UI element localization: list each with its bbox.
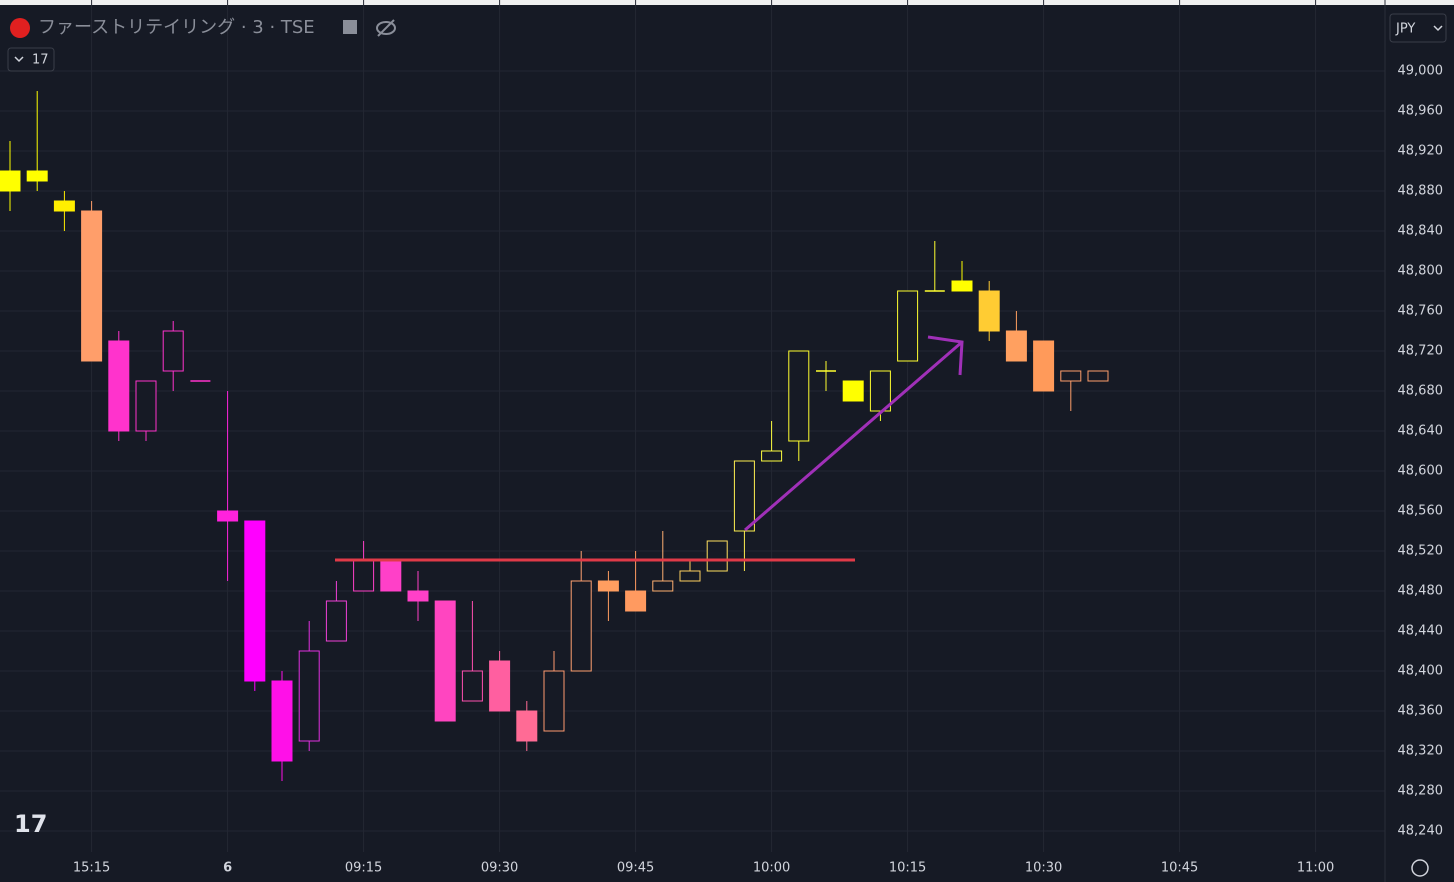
- y-tick-label: 48,240: [1398, 824, 1444, 839]
- y-tick-label: 48,280: [1398, 784, 1444, 799]
- candle-body: [461, 670, 483, 702]
- y-tick-label: 48,440: [1398, 624, 1444, 639]
- candle-body: [570, 580, 592, 672]
- symbol-title: ファーストリテイリング · 3 · TSE: [38, 17, 315, 38]
- x-tick-label: 15:15: [73, 861, 110, 876]
- candle-body: [951, 280, 973, 292]
- y-tick-label: 48,600: [1398, 464, 1444, 479]
- candles: [0, 91, 1109, 781]
- candle-body: [679, 570, 701, 582]
- candle-body: [0, 170, 21, 192]
- candle-body: [1033, 340, 1055, 392]
- candle-body: [1087, 370, 1109, 382]
- candle-body: [135, 380, 157, 432]
- candle-body: [407, 590, 429, 602]
- candle-body: [298, 650, 320, 742]
- candle-body: [842, 380, 864, 402]
- interval-button[interactable]: [7, 47, 55, 72]
- y-tick-label: 48,720: [1398, 344, 1444, 359]
- top-bar: [0, 0, 1454, 5]
- y-tick-label: 48,680: [1398, 384, 1444, 399]
- chevron: [1433, 25, 1443, 32]
- candle-body: [217, 510, 239, 522]
- candle-body: [652, 580, 674, 592]
- x-tick-label: 6: [223, 861, 232, 876]
- candle-body: [53, 200, 75, 212]
- x-tick-label: 09:45: [617, 861, 654, 876]
- symbol-logo: [10, 18, 30, 38]
- y-tick-label: 48,960: [1398, 104, 1444, 119]
- y-tick-label: 48,560: [1398, 504, 1444, 519]
- tv-logo: 17: [14, 810, 47, 838]
- x-tick-label: 09:15: [345, 861, 382, 876]
- candle-body: [1060, 370, 1082, 382]
- y-tick-label: 48,920: [1398, 144, 1444, 159]
- x-tick-label: 11:00: [1297, 861, 1334, 876]
- y-tick-label: 48,800: [1398, 264, 1444, 279]
- x-tick-label: 10:15: [889, 861, 926, 876]
- x-tick-label: 09:30: [481, 861, 518, 876]
- candle-body: [761, 450, 783, 462]
- y-tick-label: 48,880: [1398, 184, 1444, 199]
- y-tick-label: 48,400: [1398, 664, 1444, 679]
- y-tick-label: 48,480: [1398, 584, 1444, 599]
- candle-body: [271, 680, 293, 762]
- y-tick-label: 49,000: [1398, 64, 1444, 79]
- candle-body: [108, 340, 130, 432]
- candle-body: [733, 460, 755, 532]
- candle-body: [489, 660, 511, 712]
- y-tick-label: 48,840: [1398, 224, 1444, 239]
- candle-body: [162, 330, 184, 372]
- y-tick-label: 48,320: [1398, 744, 1444, 759]
- y-tick-label: 48,520: [1398, 544, 1444, 559]
- candle-body: [543, 670, 565, 732]
- chevron: [14, 56, 24, 63]
- candle-body: [978, 290, 1000, 332]
- flag-icon[interactable]: [343, 20, 357, 34]
- candle-body: [325, 600, 347, 642]
- candle-body: [380, 560, 402, 592]
- y-tick-label: 48,360: [1398, 704, 1444, 719]
- candle-body: [244, 520, 266, 682]
- candle-body: [516, 710, 538, 742]
- candle-body: [26, 170, 48, 182]
- y-tick-label: 48,640: [1398, 424, 1444, 439]
- settings-icon[interactable]: [1411, 859, 1429, 877]
- candle-body: [597, 580, 619, 592]
- y-tick-label: 48,760: [1398, 304, 1444, 319]
- x-tick-label: 10:45: [1161, 861, 1198, 876]
- candle-body: [1005, 330, 1027, 362]
- interval-label: 17: [32, 53, 49, 68]
- candle-body: [897, 290, 919, 362]
- currency-button[interactable]: [1389, 13, 1447, 43]
- candle-body: [706, 540, 728, 572]
- candle-body: [81, 210, 103, 362]
- x-tick-label: 10:00: [753, 861, 790, 876]
- arrow-drawing[interactable]: [744, 335, 964, 532]
- x-tick-label: 10:30: [1025, 861, 1062, 876]
- candle-body: [625, 590, 647, 612]
- currency-label: JPY: [1395, 22, 1415, 37]
- hide-icon-slash: [377, 19, 395, 37]
- hide-icon[interactable]: [376, 21, 396, 35]
- candle-body: [788, 350, 810, 442]
- candle-body: [434, 600, 456, 722]
- candle-body: [353, 560, 375, 592]
